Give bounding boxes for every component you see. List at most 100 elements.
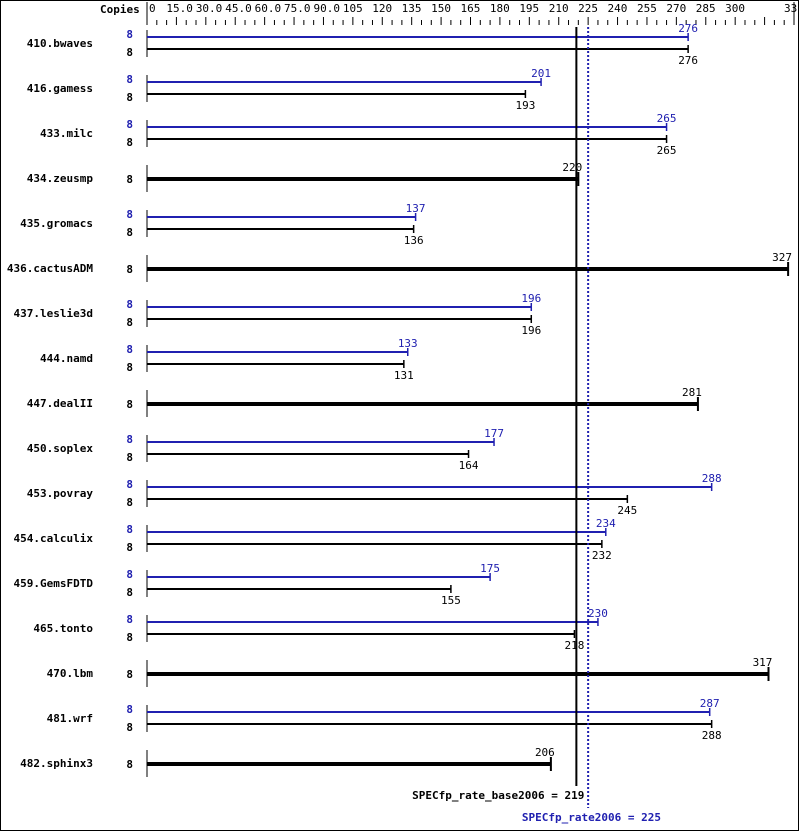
x-tick-label: 330 (784, 2, 799, 15)
base-value-label: 136 (404, 234, 424, 247)
x-tick-label: 0 (149, 2, 156, 15)
base-copies: 8 (126, 496, 133, 509)
peak-copies: 8 (126, 343, 133, 356)
peak-value-label: 234 (596, 517, 616, 530)
peak-copies: 8 (126, 703, 133, 716)
base-value-label: 281 (682, 386, 702, 399)
x-tick-label: 255 (637, 2, 657, 15)
x-tick-label: 105 (343, 2, 363, 15)
base-value-label: 265 (657, 144, 677, 157)
peak-value-label: 230 (588, 607, 608, 620)
base-copies: 8 (126, 541, 133, 554)
benchmark-label: 435.gromacs (20, 217, 93, 230)
base-copies: 8 (126, 631, 133, 644)
peak-copies: 8 (126, 433, 133, 446)
x-tick-label: 90.0 (313, 2, 340, 15)
x-tick-label: 45.0 (225, 2, 252, 15)
peak-value-label: 265 (657, 112, 677, 125)
base-value-label: 164 (459, 459, 479, 472)
benchmark-label: 450.soplex (27, 442, 94, 455)
base-copies: 8 (126, 398, 133, 411)
x-tick-label: 225 (578, 2, 598, 15)
benchmark-label: 454.calculix (14, 532, 94, 545)
peak-copies: 8 (126, 568, 133, 581)
benchmark-label: 444.namd (40, 352, 93, 365)
x-tick-label: 165 (461, 2, 481, 15)
base-copies: 8 (126, 586, 133, 599)
benchmark-label: 447.dealII (27, 397, 93, 410)
base-value-label: 327 (772, 251, 792, 264)
base-value-label: 245 (617, 504, 637, 517)
base-copies: 8 (126, 263, 133, 276)
peak-value-label: 201 (531, 67, 551, 80)
base-value-label: 131 (394, 369, 414, 382)
peak-copies: 8 (126, 28, 133, 41)
benchmark-label: 465.tonto (33, 622, 93, 635)
base-value-label: 288 (702, 729, 722, 742)
peak-copies: 8 (126, 208, 133, 221)
peak-value-label: 196 (521, 292, 541, 305)
x-tick-label: 15.0 (166, 2, 193, 15)
base-value-label: 317 (753, 656, 773, 669)
benchmark-label: 470.lbm (47, 667, 94, 680)
x-tick-label: 135 (402, 2, 422, 15)
base-value-label: 193 (515, 99, 535, 112)
base-value-label: 220 (562, 161, 582, 174)
peak-value-label: 287 (700, 697, 720, 710)
x-tick-label: 120 (372, 2, 392, 15)
base-copies: 8 (126, 136, 133, 149)
base-value-label: 196 (521, 324, 541, 337)
benchmark-label: 436.cactusADM (7, 262, 93, 275)
peak-copies: 8 (126, 478, 133, 491)
base-copies: 8 (126, 361, 133, 374)
peak-value-label: 175 (480, 562, 500, 575)
x-tick-label: 300 (725, 2, 745, 15)
benchmark-label: 434.zeusmp (27, 172, 94, 185)
base-copies: 8 (126, 173, 133, 186)
x-tick-label: 210 (549, 2, 569, 15)
peak-copies: 8 (126, 118, 133, 131)
peak-value-label: 276 (678, 22, 698, 35)
peak-copies: 8 (126, 73, 133, 86)
x-tick-label: 285 (696, 2, 716, 15)
peak-copies: 8 (126, 298, 133, 311)
base-value-label: 155 (441, 594, 461, 607)
benchmark-label: 410.bwaves (27, 37, 93, 50)
base-copies: 8 (126, 758, 133, 771)
x-tick-label: 75.0 (284, 2, 311, 15)
benchmark-label: 416.gamess (27, 82, 93, 95)
base-copies: 8 (126, 226, 133, 239)
base-copies: 8 (126, 668, 133, 681)
benchmark-label: 459.GemsFDTD (14, 577, 94, 590)
x-tick-label: 180 (490, 2, 510, 15)
peak-reference-label: SPECfp_rate2006 = 225 (522, 811, 661, 824)
peak-value-label: 288 (702, 472, 722, 485)
x-tick-label: 30.0 (196, 2, 223, 15)
x-tick-label: 240 (608, 2, 628, 15)
benchmark-label: 481.wrf (47, 712, 93, 725)
base-value-label: 206 (535, 746, 555, 759)
base-copies: 8 (126, 451, 133, 464)
x-tick-label: 270 (666, 2, 686, 15)
base-copies: 8 (126, 721, 133, 734)
base-copies: 8 (126, 46, 133, 59)
base-value-label: 218 (564, 639, 584, 652)
peak-copies: 8 (126, 523, 133, 536)
peak-value-label: 137 (406, 202, 426, 215)
base-copies: 8 (126, 91, 133, 104)
benchmark-label: 453.povray (27, 487, 94, 500)
base-copies: 8 (126, 316, 133, 329)
x-tick-label: 60.0 (255, 2, 281, 15)
x-tick-label: 195 (519, 2, 539, 15)
base-reference-label: SPECfp_rate_base2006 = 219 (412, 789, 584, 802)
benchmark-label: 433.milc (40, 127, 93, 140)
base-value-label: 276 (678, 54, 698, 67)
peak-value-label: 177 (484, 427, 504, 440)
axis-header: Copies (100, 3, 140, 16)
peak-value-label: 133 (398, 337, 418, 350)
benchmark-label: 482.sphinx3 (20, 757, 93, 770)
x-tick-label: 150 (431, 2, 451, 15)
